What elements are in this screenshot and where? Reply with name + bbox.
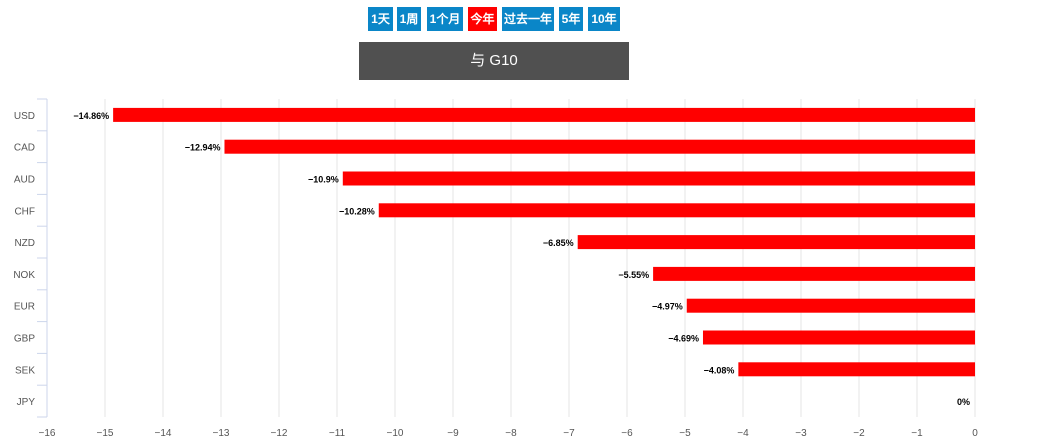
category-label: USD [14,111,35,122]
period-button-6[interactable]: 10年 [588,7,620,31]
bar-nok [653,266,975,281]
period-button-0[interactable]: 1天 [368,7,393,31]
category-label: GBP [14,334,35,345]
data-label: −14.86% [73,111,109,121]
category-label: NZD [14,238,35,249]
compare-g10-header[interactable]: 与 G10 [359,42,629,80]
bar-usd [113,107,976,122]
x-tick-label: −8 [505,428,517,439]
x-tick-label: −5 [679,428,691,439]
category-label: CAD [14,143,35,154]
x-tick-label: −7 [563,428,575,439]
x-tick-label: −14 [155,428,172,439]
category-label: JPY [17,397,36,408]
period-button-3[interactable]: 今年 [468,7,497,31]
bar-nzd [577,235,975,250]
category-label: EUR [14,302,35,313]
x-tick-label: −1 [911,428,923,439]
x-tick-label: −2 [853,428,865,439]
data-label: −4.08% [704,365,735,375]
data-label: 0% [957,397,970,407]
bar-chf [378,203,975,218]
x-tick-label: −10 [387,428,404,439]
x-tick-label: −4 [737,428,749,439]
x-tick-label: −13 [213,428,230,439]
data-label: −10.28% [339,206,375,216]
bar-cad [224,139,976,154]
data-label: −5.55% [618,270,649,280]
bar-sek [738,362,975,377]
x-tick-label: −6 [621,428,633,439]
data-label: −4.69% [668,334,699,344]
x-tick-label: −11 [329,428,346,439]
data-label: −10.9% [308,175,339,185]
data-label: −6.85% [543,238,574,248]
bar-gbp [702,330,975,345]
period-button-4[interactable]: 过去一年 [502,7,554,31]
x-tick-label: −12 [271,428,288,439]
x-tick-label: 0 [972,428,978,439]
data-label: −4.97% [652,302,683,312]
period-button-1[interactable]: 1周 [397,7,421,31]
x-tick-label: −15 [97,428,114,439]
period-button-2[interactable]: 1个月 [427,7,463,31]
category-label: CHF [14,206,35,217]
category-label: NOK [13,270,35,281]
data-label: −12.94% [185,143,221,153]
period-button-5[interactable]: 5年 [559,7,583,31]
x-tick-label: −3 [795,428,807,439]
category-label: SEK [15,365,35,376]
category-label: AUD [14,175,35,186]
x-tick-label: −16 [39,428,56,439]
bar-eur [686,298,975,313]
bar-aud [342,171,975,186]
x-tick-label: −9 [447,428,459,439]
